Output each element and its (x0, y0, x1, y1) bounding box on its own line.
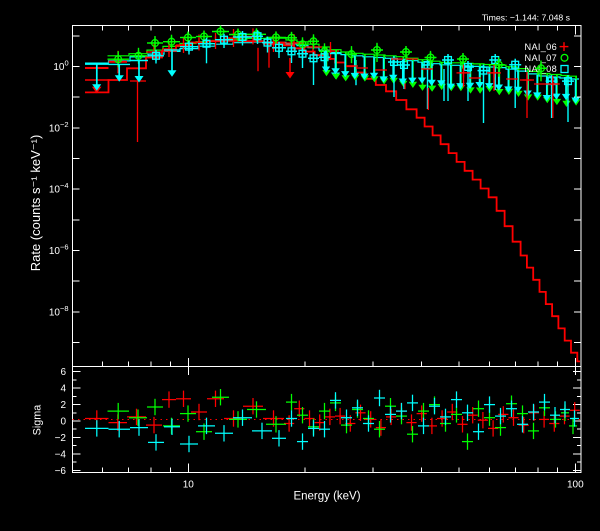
svg-text:−2: −2 (60, 120, 69, 129)
svg-text:−2: −2 (55, 433, 67, 444)
svg-text:0: 0 (65, 59, 69, 68)
svg-text:2: 2 (60, 400, 66, 411)
svg-text:−6: −6 (60, 243, 69, 252)
svg-text:10: 10 (183, 480, 195, 491)
svg-text:10: 10 (49, 246, 61, 257)
svg-text:NAI_06: NAI_06 (525, 42, 557, 52)
svg-text:4: 4 (60, 384, 66, 395)
svg-text:10: 10 (49, 123, 61, 134)
svg-text:6: 6 (60, 367, 66, 378)
svg-text:10: 10 (53, 62, 65, 73)
svg-text:Sigma: Sigma (32, 405, 44, 436)
svg-text:100: 100 (567, 480, 584, 491)
svg-text:NAI_07: NAI_07 (525, 53, 557, 63)
svg-text:−6: −6 (55, 466, 67, 477)
svg-text:−4: −4 (60, 181, 69, 190)
svg-text:Energy (keV): Energy (keV) (293, 491, 360, 503)
svg-text:10: 10 (49, 185, 61, 196)
svg-text:Times: −1.144: 7.048 s: Times: −1.144: 7.048 s (482, 12, 571, 22)
svg-text:−4: −4 (55, 449, 67, 460)
svg-text:Rate (counts s⁻¹ keV⁻¹): Rate (counts s⁻¹ keV⁻¹) (28, 135, 43, 272)
svg-text:10: 10 (49, 307, 61, 318)
svg-text:−8: −8 (60, 304, 69, 313)
svg-text:0: 0 (60, 417, 66, 428)
